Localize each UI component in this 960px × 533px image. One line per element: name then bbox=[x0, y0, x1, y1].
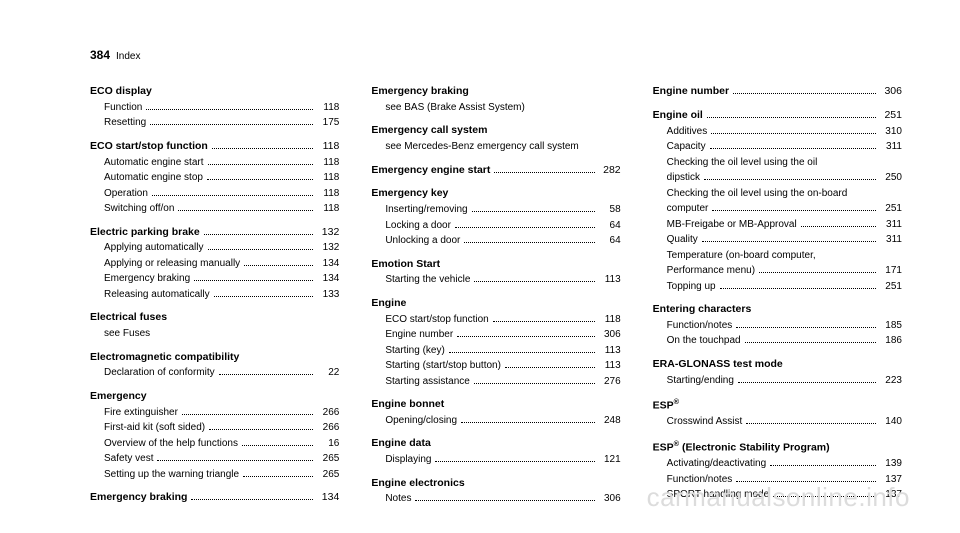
index-entry: Emergency call systemsee Mercedes-Benz e… bbox=[371, 123, 620, 154]
index-entry-head: ERA-GLONASS test mode bbox=[653, 357, 902, 373]
index-entry: Entering charactersFunction/notes185On t… bbox=[653, 302, 902, 349]
index-entry-head: Emergency braking bbox=[371, 84, 620, 100]
index-entry-sub: Releasing automatically133 bbox=[90, 287, 339, 303]
index-entry-sub: Function118 bbox=[90, 100, 339, 116]
index-entry-sub: Automatic engine start118 bbox=[90, 155, 339, 171]
index-entry-sub: Starting assistance276 bbox=[371, 374, 620, 390]
index-entry: Electric parking brake132Applying automa… bbox=[90, 225, 339, 303]
index-entry-sub: Capacity311 bbox=[653, 139, 902, 155]
index-entry-sub: Crosswind Assist140 bbox=[653, 414, 902, 430]
watermark: carmanualsonline.info bbox=[647, 482, 910, 513]
index-entry-sub: On the touchpad186 bbox=[653, 333, 902, 349]
index-entry-sub: see Mercedes-Benz emergency call system bbox=[371, 139, 620, 155]
index-entry: Emergency keyInserting/removing58Locking… bbox=[371, 186, 620, 248]
index-entry-head: Entering characters bbox=[653, 302, 902, 318]
index-entry-sub: see Fuses bbox=[90, 326, 339, 342]
index-entry-sub: Emergency braking134 bbox=[90, 271, 339, 287]
index-entry-sub: Fire extinguisher266 bbox=[90, 405, 339, 421]
index-entry: ECO displayFunction118Resetting175 bbox=[90, 84, 339, 131]
index-entry-head: Emergency bbox=[90, 389, 339, 405]
index-entry-head: Engine oil251 bbox=[653, 108, 902, 124]
index-entry: Engine oil251Additives310Capacity311Chec… bbox=[653, 108, 902, 294]
index-entry-sub: Displaying121 bbox=[371, 452, 620, 468]
index-entry-sub: First-aid kit (soft sided)266 bbox=[90, 420, 339, 436]
index-entry-head: Engine number306 bbox=[653, 84, 902, 100]
index-entry: Engine dataDisplaying121 bbox=[371, 436, 620, 467]
index-entry-sub: Setting up the warning triangle265 bbox=[90, 467, 339, 483]
index-entry-sub: Operation118 bbox=[90, 186, 339, 202]
index-entry-head: ESP® bbox=[653, 396, 902, 414]
index-entry-sub: Overview of the help functions16 bbox=[90, 436, 339, 452]
index-entry: Electromagnetic compatibilityDeclaration… bbox=[90, 350, 339, 381]
index-entry-head: Electromagnetic compatibility bbox=[90, 350, 339, 366]
index-entry-head: ECO display bbox=[90, 84, 339, 100]
index-columns: ECO displayFunction118Resetting175 ECO st… bbox=[90, 84, 902, 515]
index-entry-sub: Topping up251 bbox=[653, 279, 902, 295]
index-entry-sub: Starting/ending223 bbox=[653, 373, 902, 389]
index-entry-sub: Additives310 bbox=[653, 124, 902, 140]
index-entry: Engine number306 bbox=[653, 84, 902, 100]
index-entry-sub: Function/notes185 bbox=[653, 318, 902, 334]
index-column: Engine number306 Engine oil251Additives31… bbox=[653, 84, 902, 515]
index-entry-head: Engine electronics bbox=[371, 476, 620, 492]
index-entry: EngineECO start/stop function118Engine n… bbox=[371, 296, 620, 389]
index-entry-sub: MB-Freigabe or MB-Approval311 bbox=[653, 217, 902, 233]
index-entry: Emergency engine start282 bbox=[371, 163, 620, 179]
index-entry-sub: Safety vest265 bbox=[90, 451, 339, 467]
page-label: Index bbox=[116, 51, 140, 62]
page-number: 384 bbox=[90, 48, 110, 62]
index-entry-sub: Checking the oil level using the oildips… bbox=[653, 155, 902, 186]
index-entry: ERA-GLONASS test modeStarting/ending223 bbox=[653, 357, 902, 388]
index-entry-sub: Inserting/removing58 bbox=[371, 202, 620, 218]
index-entry-head: Engine data bbox=[371, 436, 620, 452]
index-entry-sub: Resetting175 bbox=[90, 115, 339, 131]
index-entry-sub: Starting the vehicle113 bbox=[371, 272, 620, 288]
index-entry-sub: Declaration of conformity22 bbox=[90, 365, 339, 381]
index-entry-sub: Activating/deactivating139 bbox=[653, 456, 902, 472]
index-entry: Engine electronicsNotes306 bbox=[371, 476, 620, 507]
index-entry: Emotion StartStarting the vehicle113 bbox=[371, 257, 620, 288]
index-entry-sub: Starting (start/stop button)113 bbox=[371, 358, 620, 374]
index-entry-head: Engine bonnet bbox=[371, 397, 620, 413]
index-entry: Engine bonnetOpening/closing248 bbox=[371, 397, 620, 428]
index-entry: ESP®Crosswind Assist140 bbox=[653, 396, 902, 430]
index-entry-head: Engine bbox=[371, 296, 620, 312]
index-entry-sub: Switching off/on118 bbox=[90, 201, 339, 217]
index-entry: Emergency brakingsee BAS (Brake Assist S… bbox=[371, 84, 620, 115]
index-entry-sub: Opening/closing248 bbox=[371, 413, 620, 429]
index-entry-head: Emergency call system bbox=[371, 123, 620, 139]
index-entry-sub: Unlocking a door64 bbox=[371, 233, 620, 249]
page-header: 384 Index bbox=[90, 48, 902, 62]
index-entry-head: Emergency key bbox=[371, 186, 620, 202]
index-entry-sub: Applying or releasing manually134 bbox=[90, 256, 339, 272]
index-entry-sub: Automatic engine stop118 bbox=[90, 170, 339, 186]
index-entry: Electrical fusessee Fuses bbox=[90, 310, 339, 341]
index-entry: EmergencyFire extinguisher266First-aid k… bbox=[90, 389, 339, 482]
index-entry-sub: Temperature (on-board computer,Performan… bbox=[653, 248, 902, 279]
index-entry-sub: Applying automatically132 bbox=[90, 240, 339, 256]
index-column: ECO displayFunction118Resetting175 ECO st… bbox=[90, 84, 339, 515]
index-entry-head: ESP® (Electronic Stability Program) bbox=[653, 438, 902, 456]
index-entry-sub: Notes306 bbox=[371, 491, 620, 507]
index-entry-sub: see BAS (Brake Assist System) bbox=[371, 100, 620, 116]
index-entry-head: ECO start/stop function118 bbox=[90, 139, 339, 155]
index-entry-head: Emergency braking134 bbox=[90, 490, 339, 506]
index-entry-head: Emotion Start bbox=[371, 257, 620, 273]
index-entry-sub: Locking a door64 bbox=[371, 218, 620, 234]
index-entry-head: Electric parking brake132 bbox=[90, 225, 339, 241]
index-entry-head: Electrical fuses bbox=[90, 310, 339, 326]
index-entry-sub: Starting (key)113 bbox=[371, 343, 620, 359]
index-column: Emergency brakingsee BAS (Brake Assist S… bbox=[371, 84, 620, 515]
index-entry-sub: Engine number306 bbox=[371, 327, 620, 343]
index-entry: ECO start/stop function118Automatic engi… bbox=[90, 139, 339, 217]
index-entry-sub: Quality311 bbox=[653, 232, 902, 248]
index-entry: Emergency braking134 bbox=[90, 490, 339, 506]
index-entry-sub: Checking the oil level using the on-boar… bbox=[653, 186, 902, 217]
index-entry-head: Emergency engine start282 bbox=[371, 163, 620, 179]
index-entry-sub: ECO start/stop function118 bbox=[371, 312, 620, 328]
